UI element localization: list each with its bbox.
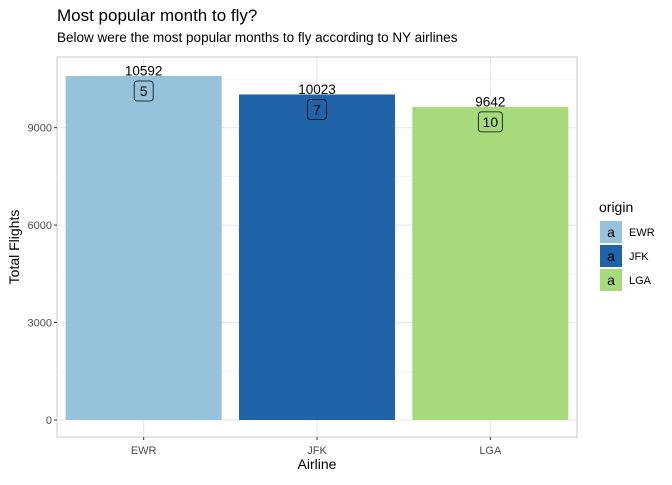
y-axis-label: Total Flights [6, 210, 22, 285]
y-tick-label: 3000 [28, 318, 52, 330]
bars: 10592 5 10023 7 9642 10 [65, 64, 569, 420]
legend-key-glyph: a [607, 248, 615, 264]
bar-jfk [239, 94, 395, 420]
x-tick-label: JFK [307, 445, 327, 457]
value-label: 10592 [125, 64, 163, 79]
chart-title: Most popular month to fly? [57, 6, 257, 25]
legend-key-glyph: a [607, 224, 615, 240]
legend-label: JFK [629, 251, 649, 263]
legend-key-ewr [600, 221, 622, 243]
x-axis: EWR JFK LGA [131, 437, 502, 457]
legend-key-glyph: a [607, 272, 615, 288]
legend-key-lga [600, 269, 622, 291]
month-label-box [133, 80, 154, 102]
y-tick-label: 9000 [28, 123, 52, 135]
y-tick-label: 6000 [28, 220, 52, 232]
legend-label: EWR [629, 227, 655, 239]
legend-title: origin [599, 199, 633, 215]
month-label: 7 [313, 101, 321, 117]
month-label-box [307, 99, 327, 120]
x-tick-label: LGA [479, 445, 502, 457]
y-tick-label: 0 [46, 415, 52, 427]
chart-subtitle: Below were the most popular months to fl… [57, 30, 458, 45]
legend: origin a EWR a JFK a LGA [599, 199, 655, 291]
legend-key-jfk [600, 245, 622, 267]
x-tick-label: EWR [131, 445, 157, 457]
y-axis: 0 3000 6000 9000 [28, 123, 57, 427]
x-axis-label: Airline [298, 456, 337, 472]
month-label: 10 [483, 114, 499, 130]
bar-ewr [65, 76, 222, 420]
value-label: 10023 [298, 82, 336, 97]
bar-lga [412, 106, 569, 420]
month-label-box [477, 111, 503, 133]
legend-label: LGA [629, 275, 652, 287]
month-label: 5 [140, 83, 148, 99]
value-label: 9642 [475, 94, 505, 109]
